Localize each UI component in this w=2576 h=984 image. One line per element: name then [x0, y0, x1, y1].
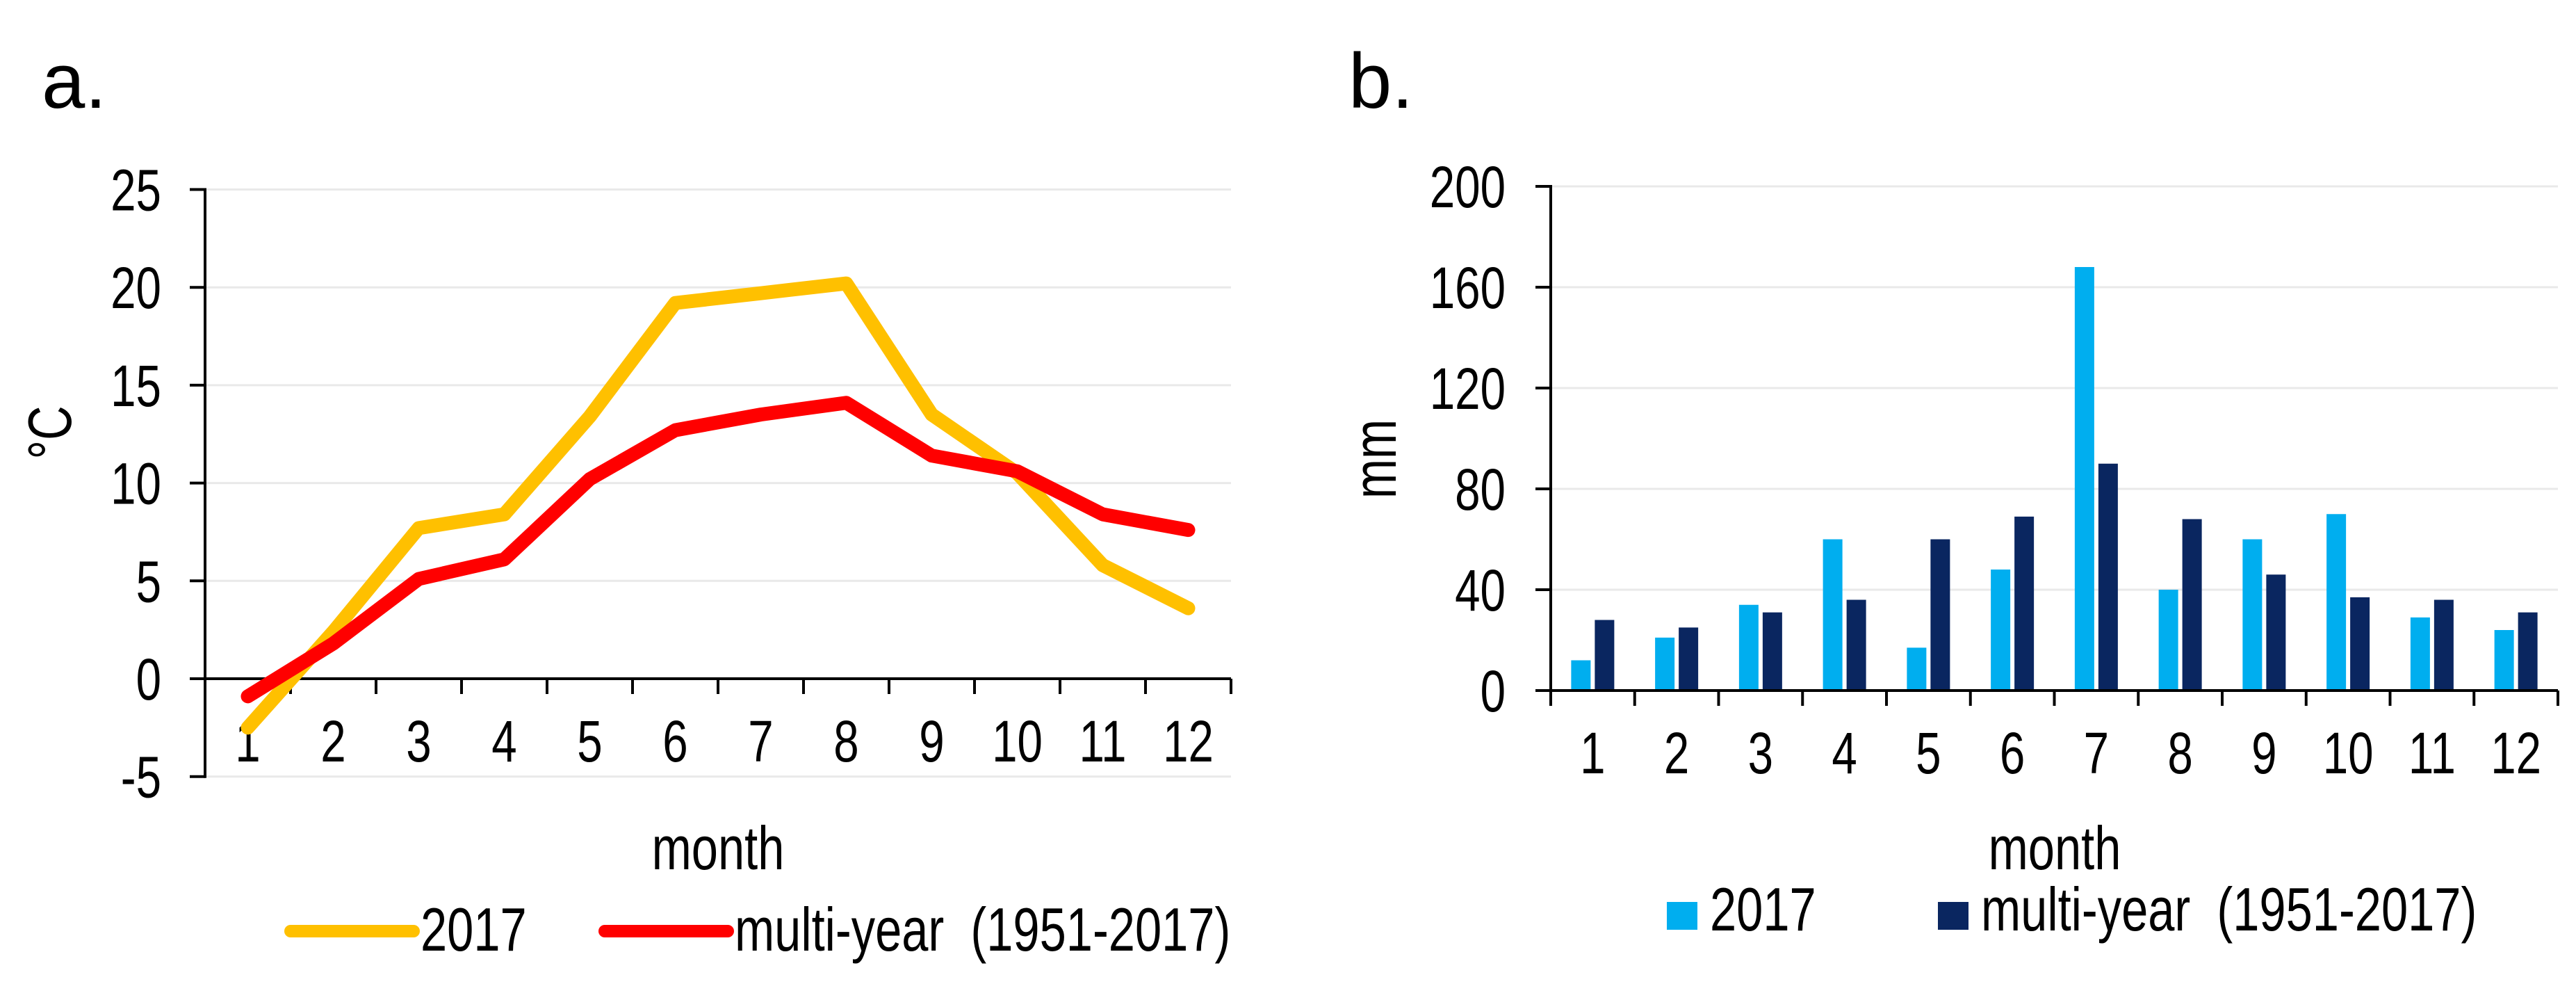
y-tick-label-a--5: -5 — [121, 745, 161, 810]
y-axis-title-b: mm — [1341, 419, 1409, 499]
bar-m2-year-2017 — [1655, 637, 1675, 691]
x-tick-label-a-8: 8 — [833, 709, 858, 774]
series-line-1-multi-year — [241, 396, 1196, 704]
x-tick-label-a-12: 12 — [1163, 709, 1214, 774]
x-axis-title-a: month — [652, 814, 785, 882]
y-tick-label-a-25: 25 — [111, 158, 161, 223]
legend-label-b-1: multi-year (1951-2017) — [1981, 876, 2477, 944]
y-tick-label-b-80: 80 — [1455, 457, 1506, 522]
y-tick-label-a-0: 0 — [136, 647, 161, 712]
bar-m1-multi-year — [1595, 620, 1615, 691]
x-tick-label-b-5: 5 — [1916, 720, 1941, 786]
x-tick-label-b-4: 4 — [1832, 720, 1857, 786]
y-tick-label-a-20: 20 — [111, 255, 161, 321]
panel-a-label: a. — [42, 38, 107, 124]
bar-m12-year-2017 — [2494, 630, 2514, 691]
y-axis-title-a: °C — [16, 405, 84, 459]
bar-m3-multi-year — [1762, 612, 1782, 691]
bar-m3-year-2017 — [1738, 604, 1759, 691]
x-tick-label-b-7: 7 — [2084, 720, 2109, 786]
bar-m4-year-2017 — [1823, 539, 1843, 691]
bar-m6-multi-year — [2014, 516, 2035, 691]
x-tick-label-b-8: 8 — [2167, 720, 2192, 786]
bar-m1-year-2017 — [1571, 660, 1591, 691]
x-tick-label-b-10: 10 — [2323, 720, 2374, 786]
legend-label-a-0: 2017 — [421, 896, 527, 964]
bar-m9-multi-year — [2266, 574, 2286, 691]
x-tick-label-a-6: 6 — [662, 709, 687, 774]
bar-m11-year-2017 — [2410, 617, 2430, 691]
y-tick-label-a-5: 5 — [136, 549, 161, 614]
series-line-0-year-2017 — [241, 276, 1196, 735]
x-tick-label-b-1: 1 — [1580, 720, 1605, 786]
bar-m8-multi-year — [2182, 519, 2202, 691]
y-tick-label-b-120: 120 — [1430, 356, 1506, 421]
x-tick-label-b-3: 3 — [1748, 720, 1773, 786]
panel-b-label: b. — [1348, 38, 1414, 124]
legend-label-b-0: 2017 — [1710, 876, 1816, 944]
bar-m7-multi-year — [2098, 463, 2118, 691]
bar-m10-multi-year — [2350, 597, 2370, 691]
legend-swatch-b-1 — [1938, 902, 1968, 930]
bar-m8-year-2017 — [2158, 590, 2178, 691]
x-axis-title-b: month — [1989, 814, 2121, 882]
y-tick-label-b-160: 160 — [1430, 255, 1506, 321]
bar-m4-multi-year — [1846, 599, 1866, 691]
x-tick-label-a-7: 7 — [748, 709, 773, 774]
legend-swatch-b-0 — [1667, 902, 1697, 930]
bar-m12-multi-year — [2518, 612, 2538, 691]
x-tick-label-a-3: 3 — [406, 709, 431, 774]
x-tick-label-b-12: 12 — [2491, 720, 2541, 786]
x-tick-label-a-9: 9 — [919, 709, 944, 774]
x-tick-label-b-6: 6 — [2000, 720, 2025, 786]
bar-m11-multi-year — [2434, 599, 2454, 691]
legend-label-a-1: multi-year (1951-2017) — [735, 896, 1230, 964]
y-tick-label-a-10: 10 — [111, 451, 161, 517]
bar-m5-multi-year — [1930, 539, 1950, 691]
x-tick-label-a-5: 5 — [577, 709, 602, 774]
x-tick-label-a-10: 10 — [992, 709, 1043, 774]
bar-m5-year-2017 — [1907, 647, 1927, 691]
y-tick-label-b-0: 0 — [1481, 659, 1506, 724]
x-tick-label-a-2: 2 — [320, 709, 345, 774]
x-tick-label-a-11: 11 — [1079, 709, 1126, 774]
y-tick-label-b-40: 40 — [1455, 558, 1506, 623]
x-tick-label-a-4: 4 — [491, 709, 516, 774]
bar-m9-year-2017 — [2242, 539, 2263, 691]
bar-m7-year-2017 — [2074, 267, 2094, 691]
bar-m10-year-2017 — [2326, 514, 2347, 691]
y-tick-label-b-200: 200 — [1430, 154, 1506, 220]
x-tick-label-b-9: 9 — [2251, 720, 2276, 786]
bar-m2-multi-year — [1679, 627, 1699, 691]
x-tick-label-b-11: 11 — [2408, 720, 2456, 786]
bar-m6-year-2017 — [1991, 570, 2011, 691]
y-tick-label-a-15: 15 — [111, 353, 161, 419]
x-tick-label-b-2: 2 — [1664, 720, 1689, 786]
